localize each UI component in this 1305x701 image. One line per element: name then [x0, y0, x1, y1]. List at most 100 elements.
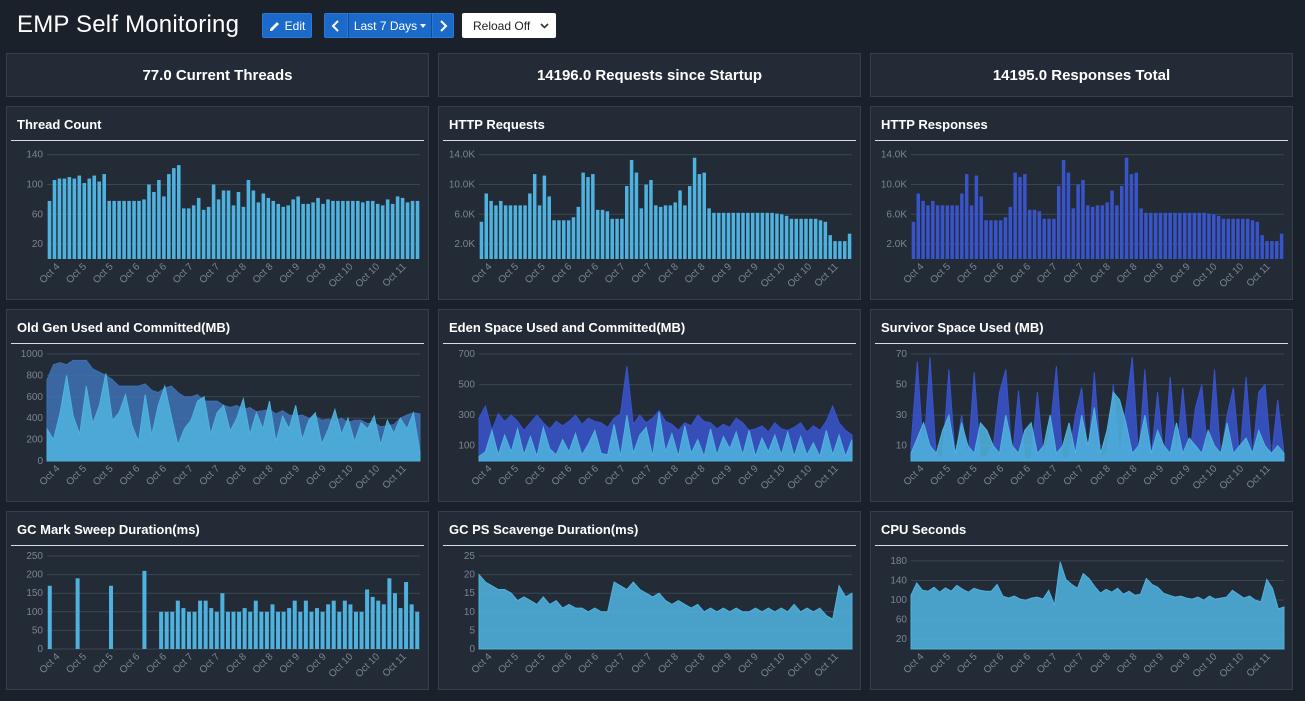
y-tick-label: 1000 [21, 349, 44, 360]
x-tick-label: Oct 8 [656, 261, 681, 286]
panel-divider [875, 343, 1288, 344]
y-tick-label: 100 [458, 441, 475, 452]
bar [712, 212, 716, 259]
bar [122, 200, 126, 259]
bar [409, 604, 414, 649]
stat-current-threads: 77.0 Current Threads [6, 53, 429, 97]
bar [132, 200, 136, 259]
edit-button-label: Edit [284, 18, 306, 33]
y-tick-label: 20 [32, 239, 44, 250]
bar [775, 213, 779, 259]
bar [784, 215, 789, 259]
bar [1027, 209, 1032, 259]
x-tick-label: Oct 10 [327, 651, 356, 680]
bar [1260, 235, 1264, 259]
bar [410, 200, 415, 259]
page-title: EMP Self Monitoring [17, 11, 240, 38]
x-tick-label: Oct 5 [64, 261, 89, 286]
bar [960, 193, 964, 259]
bar [979, 196, 983, 259]
bar [395, 196, 400, 259]
bar [1037, 211, 1042, 259]
bar [1153, 212, 1158, 259]
bar [315, 608, 320, 649]
panel-eden-space: Eden Space Used and Committed(MB) 700 500… [438, 309, 861, 502]
x-tick-label: Oct 5 [523, 463, 548, 488]
reload-select[interactable]: Reload Off [462, 13, 556, 38]
bar [625, 186, 629, 259]
bar [494, 205, 498, 259]
bar [1119, 186, 1124, 259]
x-tick-label: Oct 10 [354, 261, 383, 290]
x-tick-label: Oct 5 [91, 261, 116, 286]
bar [1221, 218, 1226, 259]
bar [271, 200, 276, 259]
edit-button[interactable]: Edit [262, 13, 312, 38]
y-tick-label: 2.0K [454, 239, 475, 250]
bar [629, 159, 634, 259]
x-tick-label: Oct 11 [1245, 261, 1273, 289]
dashboard-header: EMP Self Monitoring Edit Last 7 Days Rel… [0, 0, 1305, 52]
previous-range-button[interactable] [324, 13, 348, 38]
bar [1110, 190, 1114, 259]
bar [484, 193, 489, 259]
bar [945, 205, 950, 259]
panel-title: Thread Count [17, 117, 102, 132]
bar [755, 212, 760, 259]
bar [508, 205, 513, 259]
bar [1139, 208, 1143, 259]
bar [692, 157, 697, 259]
x-tick-label: Oct 7 [171, 261, 196, 286]
bar [1231, 218, 1235, 259]
bar [809, 218, 813, 259]
y-tick-label: 20 [896, 634, 908, 645]
x-tick-label: Oct 9 [736, 463, 761, 488]
time-range-dropdown[interactable]: Last 7 Days [348, 13, 432, 38]
bar [989, 220, 993, 259]
bar [1279, 233, 1284, 259]
bar [513, 205, 518, 259]
bar [799, 218, 803, 259]
bar [311, 202, 315, 259]
bar [1163, 212, 1168, 259]
bar [833, 241, 837, 259]
bar [911, 221, 916, 259]
bar [356, 200, 360, 259]
bar [1042, 218, 1046, 259]
bar [142, 199, 146, 259]
bar [387, 578, 392, 649]
x-tick-label: Oct 5 [64, 463, 89, 488]
panel-http-requests: HTTP Requests 14.0K 10.0K 6.0K 2.0K Oct 4 Oct… [438, 106, 861, 300]
y-tick-label: 50 [896, 380, 908, 391]
x-tick-label: Oct 7 [171, 463, 196, 488]
x-tick-label: Oct 5 [955, 651, 980, 676]
y-tick-label: 300 [458, 410, 475, 421]
bar [931, 200, 935, 259]
panel-divider [11, 140, 424, 141]
bar [52, 180, 57, 259]
bar [1057, 186, 1061, 259]
bar [828, 235, 832, 259]
next-range-button[interactable] [432, 13, 454, 38]
bar [380, 205, 385, 259]
x-tick-label: Oct 5 [955, 463, 980, 488]
bar [668, 205, 673, 259]
panel-thread-count: Thread Count 140 100 60 20 Oct 4 Oct 5 Oct 5 Oc… [6, 106, 429, 300]
bar [746, 212, 750, 259]
bar [62, 178, 67, 259]
x-tick-label: Oct 7 [603, 261, 628, 286]
x-tick-label: Oct 9 [1168, 463, 1193, 488]
y-tick-label: 100 [26, 180, 43, 191]
bar [172, 168, 176, 259]
x-tick-label: Oct 10 [1218, 261, 1247, 290]
bar [479, 221, 484, 259]
bar [1124, 157, 1129, 259]
bar [415, 200, 420, 259]
bar [562, 220, 566, 259]
bar [1158, 212, 1163, 259]
x-tick-label: Oct 9 [736, 651, 761, 676]
x-tick-label: Oct 6 [1008, 651, 1033, 676]
x-tick-label: Oct 6 [550, 463, 575, 488]
